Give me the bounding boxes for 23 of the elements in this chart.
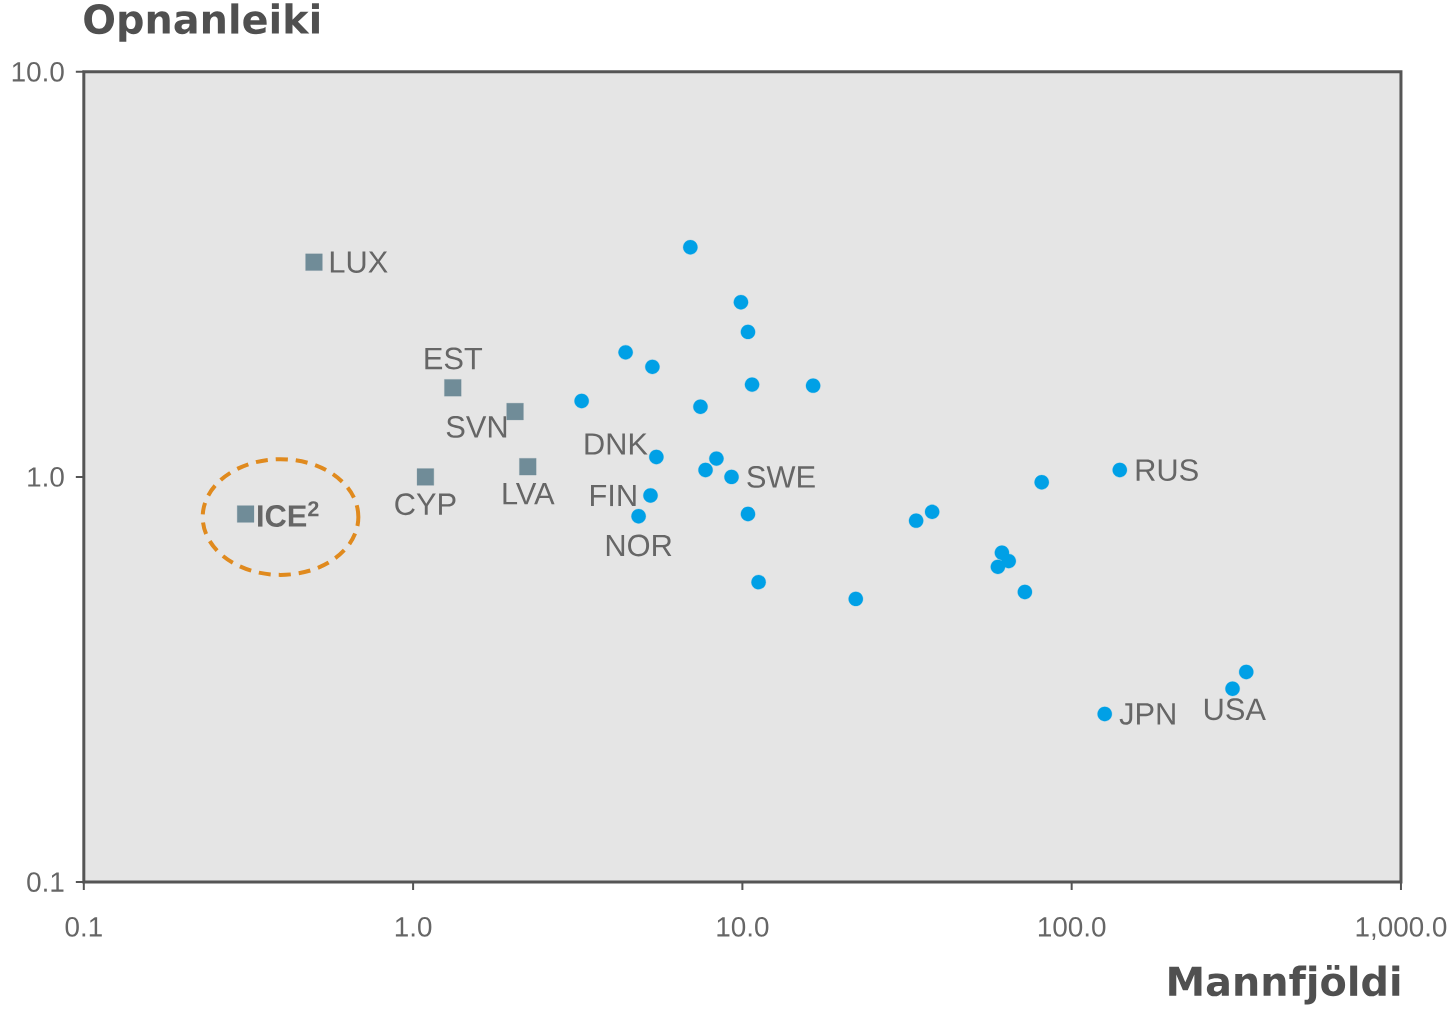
annotation: DNK bbox=[585, 433, 648, 455]
annotation: EST bbox=[425, 347, 483, 370]
y-tick-label: 0.1 bbox=[27, 872, 64, 893]
x-tick-label: 100.0 bbox=[1038, 917, 1106, 937]
annotation: NOR bbox=[606, 534, 672, 557]
y-tick-label: 1.0 bbox=[28, 467, 64, 487]
x-axis-title: Mannfjöldi bbox=[1169, 965, 1400, 1005]
annotation: ICE$^{2}$ bbox=[258, 501, 319, 528]
annotation: LUX bbox=[330, 251, 388, 274]
annotation: SWE bbox=[747, 466, 815, 488]
annotation: JPN bbox=[1119, 703, 1175, 725]
annotation: SVN bbox=[446, 416, 507, 438]
annotation: RUS bbox=[1136, 459, 1198, 482]
x-tick-label: 1,000.0 bbox=[1356, 917, 1447, 941]
y-tick-label: 10.0 bbox=[12, 62, 64, 82]
annotation: USA bbox=[1204, 698, 1266, 721]
x-tick-label: 1.0 bbox=[395, 917, 432, 937]
x-tick-label: 0.1 bbox=[65, 917, 102, 937]
x-tick-label: 10.0 bbox=[717, 917, 769, 937]
annotation: FIN bbox=[591, 484, 636, 507]
annotation: LVA bbox=[503, 483, 555, 505]
annotation: CYP bbox=[395, 493, 456, 516]
y-axis-title: Opnanleiki bbox=[84, 3, 319, 42]
